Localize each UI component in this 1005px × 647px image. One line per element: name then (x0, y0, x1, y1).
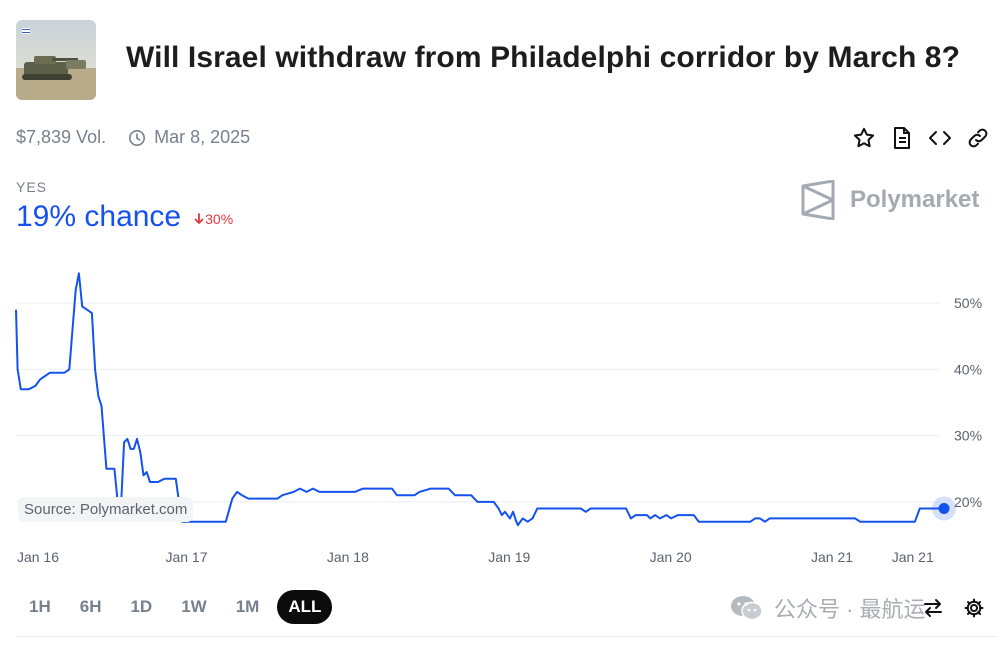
range-6h-button[interactable]: 6H (79, 597, 102, 616)
series-line (15, 272, 944, 527)
end-date: Mar 8, 2025 (128, 127, 250, 148)
watermark-text: 公众号 · 最航运 (774, 597, 926, 622)
embed-code-icon (929, 131, 951, 145)
change-indicator: 30% (193, 211, 233, 227)
range-1m-button[interactable]: 1M (235, 597, 260, 616)
gear-icon (964, 598, 984, 618)
market-meta: $7,839 Vol. Mar 8, 2025 (16, 127, 250, 148)
x-tick-label: Jan 18 (327, 549, 369, 565)
y-tick-label: 40% (954, 361, 982, 377)
range-all-button[interactable]: ALL (277, 590, 333, 624)
brand-name: Polymarket (850, 186, 980, 213)
y-tick-label: 50% (954, 295, 982, 311)
x-tick-label: Jan 17 (165, 549, 207, 565)
x-tick-label: Jan 16 (17, 549, 59, 565)
end-date-text: Mar 8, 2025 (154, 127, 251, 147)
range-1w-button[interactable]: 1W (181, 597, 207, 616)
chance-readout: 19% chance 30% (16, 200, 233, 234)
copy-link-button[interactable] (964, 124, 992, 152)
range-1d-button[interactable]: 1D (130, 597, 153, 616)
change-value: 30% (205, 211, 234, 227)
rules-button[interactable] (888, 124, 916, 152)
source-label: Source: Polymarket.com (18, 497, 194, 522)
time-range-selector: 1H 6H 1D 1W 1M ALL (18, 590, 339, 624)
link-icon (968, 128, 988, 148)
arrow-down-icon (194, 213, 204, 224)
x-tick-label: Jan 19 (488, 549, 530, 565)
polymarket-logo: Polymarket (800, 180, 979, 220)
wechat-icon (731, 596, 763, 621)
star-icon (853, 127, 875, 148)
wechat-watermark: 公众号 · 最航运 (730, 592, 926, 624)
current-point[interactable] (938, 502, 950, 514)
chance-value: 19% chance (16, 200, 182, 233)
price-chart[interactable]: 20% 30% 40% 50% Jan 16 Jan 17 Jan 18 Jan 19 Jan … (0, 255, 1005, 575)
outcome-label: YES (16, 179, 48, 195)
chart-settings-button[interactable] (961, 595, 987, 621)
favorite-button[interactable] (850, 124, 878, 152)
y-tick-label: 20% (954, 494, 982, 510)
market-thumbnail (16, 20, 96, 100)
market-thumbnail-image (16, 20, 96, 100)
market-actions (850, 124, 1002, 152)
x-tick-label: Jan 21 (811, 549, 853, 565)
polymarket-logo-icon (801, 180, 835, 220)
x-tick-label: Jan 20 (650, 549, 692, 565)
swap-button[interactable] (920, 595, 946, 621)
document-icon (894, 127, 910, 149)
swap-icon (924, 599, 942, 617)
x-tick-label: Jan 21 (892, 549, 934, 565)
bottom-divider (16, 636, 997, 637)
clock-icon (129, 129, 146, 146)
volume-text: $7,839 Vol. (16, 127, 107, 147)
range-1h-button[interactable]: 1H (29, 597, 51, 616)
embed-button[interactable] (926, 124, 954, 152)
y-tick-label: 30% (954, 428, 982, 444)
market-title: Will Israel withdraw from Philadelphi co… (126, 41, 961, 74)
